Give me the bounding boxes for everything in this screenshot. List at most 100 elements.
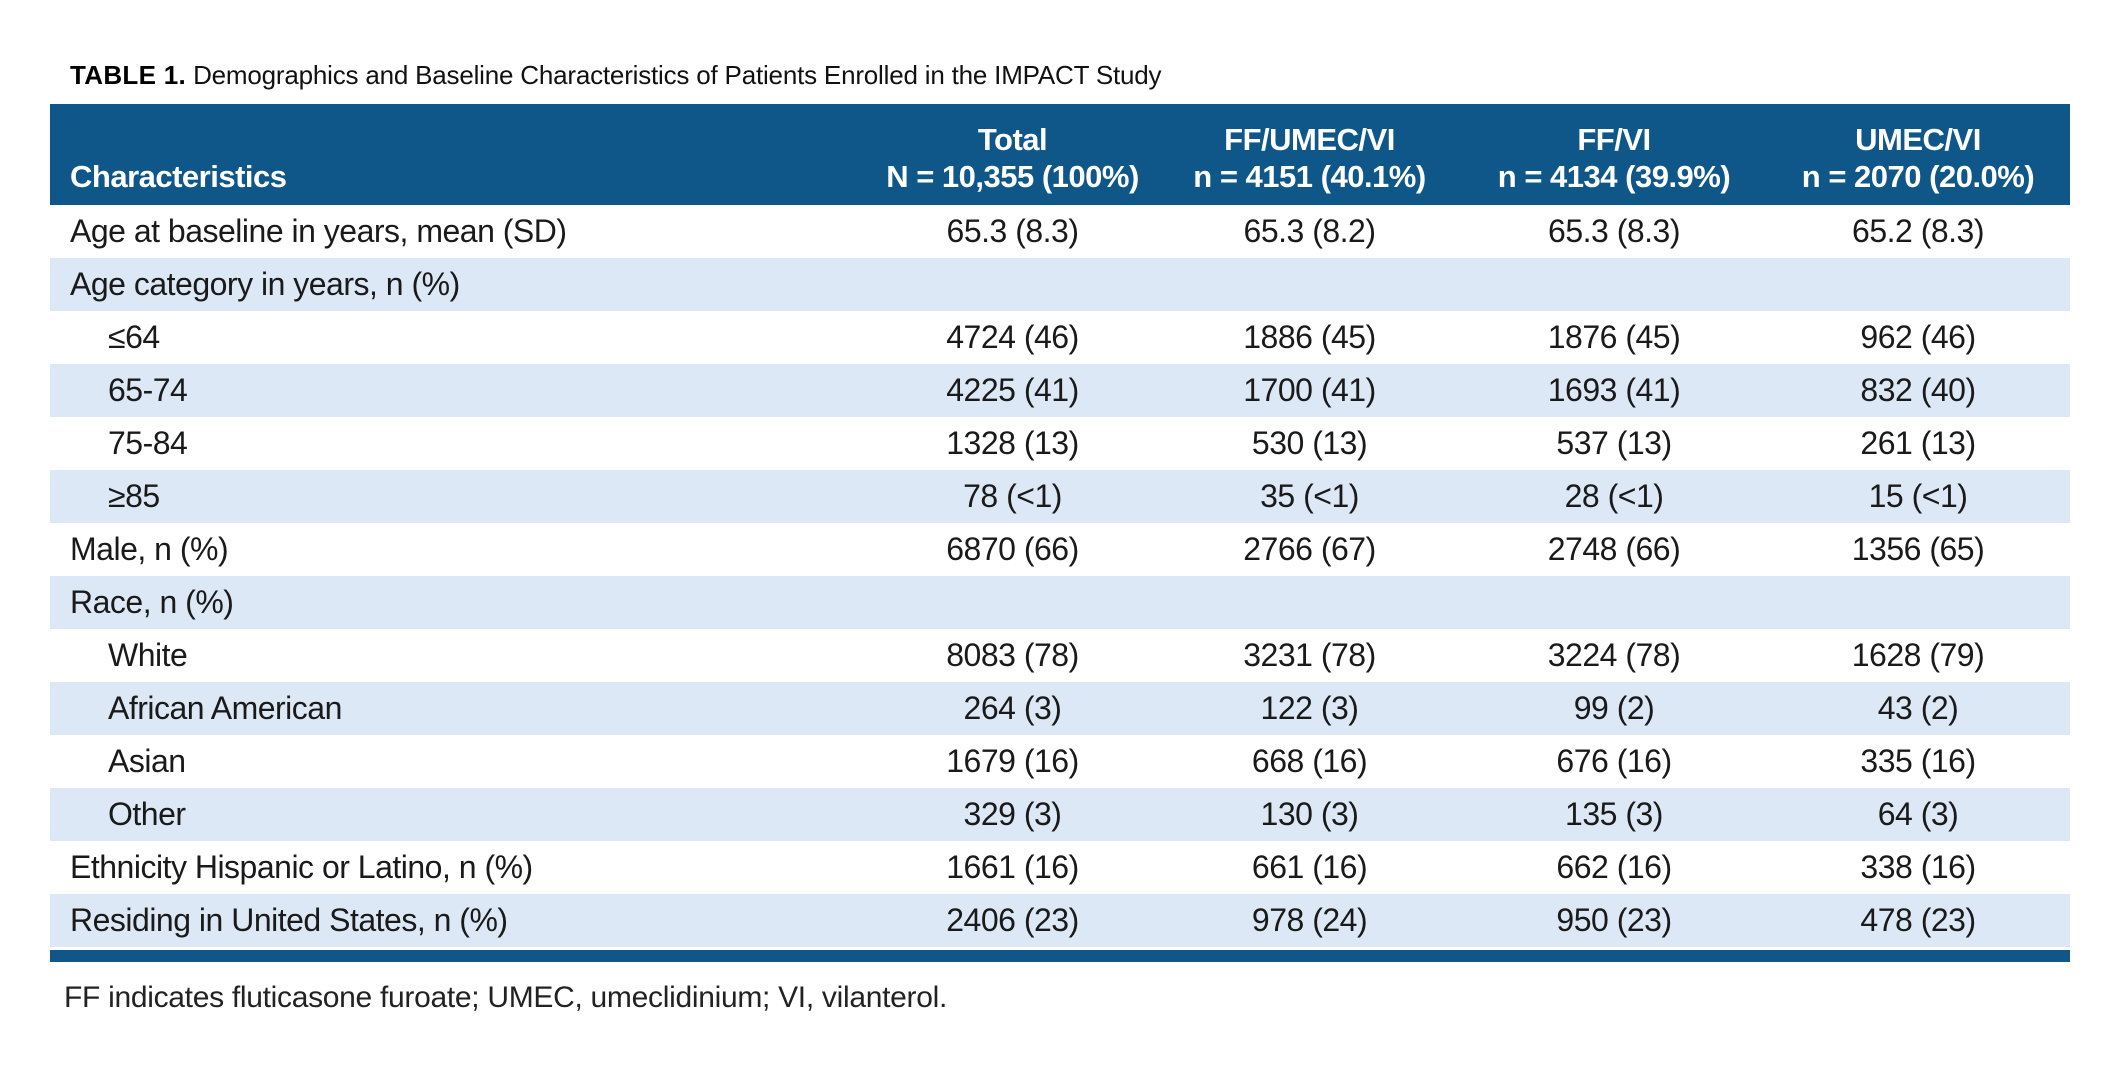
cell-ff-vi: 1876 (45): [1547, 319, 1681, 355]
row-label: Other: [108, 796, 186, 832]
cell-total: 329 (3): [963, 796, 1062, 832]
table-number-label: TABLE 1.: [70, 60, 187, 90]
cell-umec-vi: 43 (2): [1877, 690, 1959, 726]
header-ff-vi-line1: FF/VI: [1577, 122, 1651, 157]
cell-ff-umec-vi: 35 (<1): [1260, 478, 1359, 514]
cell-umec-vi: 1356 (65): [1851, 531, 1985, 567]
cell-total: 4225 (41): [946, 372, 1079, 408]
cell-ff-vi: 135 (3): [1565, 796, 1663, 832]
cell-total: 2406 (23): [946, 902, 1079, 938]
cell-ff-vi: 950 (23): [1556, 902, 1672, 938]
table-row: Race, n (%): [50, 576, 2070, 629]
header-characteristics: Characteristics: [50, 104, 868, 205]
table-row: African American 264 (3) 122 (3) 99 (2) …: [50, 682, 2070, 735]
cell-total: 1661 (16): [946, 849, 1079, 885]
cell-ff-vi: 676 (16): [1556, 743, 1672, 779]
cell-ff-vi: 3224 (78): [1547, 637, 1681, 673]
table-title-text: Demographics and Baseline Characteristic…: [193, 60, 1162, 90]
cell-total: 1679 (16): [946, 743, 1079, 779]
row-label: White: [108, 637, 188, 673]
cell-ff-vi: 662 (16): [1556, 849, 1672, 885]
cell-ff-umec-vi: 2766 (67): [1243, 531, 1376, 567]
cell-umec-vi: 832 (40): [1860, 372, 1976, 408]
row-label: ≤64: [108, 319, 160, 355]
cell-ff-umec-vi: 1700 (41): [1243, 372, 1376, 408]
cell-ff-vi: 65.3 (8.3): [1548, 213, 1680, 249]
table-row: 75-84 1328 (13) 530 (13) 537 (13) 261 (1…: [50, 417, 2070, 470]
cell-ff-vi: [1462, 258, 1766, 311]
demographics-table: Characteristics Total N = 10,355 (100%) …: [50, 104, 2070, 962]
cell-total: 6870 (66): [946, 531, 1079, 567]
table-row: 65-74 4225 (41) 1700 (41) 1693 (41) 832 …: [50, 364, 2070, 417]
cell-ff-umec-vi: 668 (16): [1251, 743, 1368, 779]
cell-umec-vi: 335 (16): [1860, 743, 1976, 779]
cell-umec-vi: [1766, 576, 2070, 629]
cell-ff-umec-vi: 530 (13): [1251, 425, 1368, 461]
cell-ff-umec-vi: 3231 (78): [1243, 637, 1376, 673]
cell-umec-vi: 65.2 (8.3): [1852, 213, 1984, 249]
cell-ff-umec-vi: 978 (24): [1251, 902, 1368, 938]
table-row: Male, n (%) 6870 (66) 2766 (67) 2748 (66…: [50, 523, 2070, 576]
cell-ff-umec-vi: 122 (3): [1260, 690, 1359, 726]
header-ff-umec-vi-line1: FF/UMEC/VI: [1224, 122, 1395, 157]
cell-ff-umec-vi: [1157, 576, 1462, 629]
table-row: White 8083 (78) 3231 (78) 3224 (78) 1628…: [50, 629, 2070, 682]
table-row: Age at baseline in years, mean (SD) 65.3…: [50, 205, 2070, 258]
header-umec-vi: UMEC/VI n = 2070 (20.0%): [1766, 104, 2070, 205]
header-ff-vi-line2: n = 4134 (39.9%): [1497, 159, 1731, 194]
row-label: Age at baseline in years, mean (SD): [70, 213, 567, 249]
row-label: Age category in years, n (%): [70, 266, 460, 302]
cell-total: 78 (<1): [963, 478, 1062, 514]
footnote: FF indicates fluticasone furoate; UMEC, …: [64, 981, 947, 1014]
cell-ff-vi: 537 (13): [1556, 425, 1672, 461]
cell-total: 4724 (46): [946, 319, 1079, 355]
table-row: ≥85 78 (<1) 35 (<1) 28 (<1) 15 (<1): [50, 470, 2070, 523]
cell-umec-vi: 64 (3): [1877, 796, 1959, 832]
cell-umec-vi: 338 (16): [1860, 849, 1976, 885]
table-row: Asian 1679 (16) 668 (16) 676 (16) 335 (1…: [50, 735, 2070, 788]
cell-ff-umec-vi: 1886 (45): [1243, 319, 1376, 355]
row-label: ≥85: [108, 478, 160, 514]
row-label: Race, n (%): [70, 584, 234, 620]
cell-total: [868, 258, 1157, 311]
header-total-line1: Total: [977, 122, 1048, 157]
header-ff-vi: FF/VI n = 4134 (39.9%): [1462, 104, 1766, 205]
cell-ff-umec-vi: 661 (16): [1251, 849, 1368, 885]
header-total: Total N = 10,355 (100%): [868, 104, 1157, 205]
cell-umec-vi: 478 (23): [1860, 902, 1976, 938]
cell-ff-umec-vi: 130 (3): [1260, 796, 1359, 832]
row-label: 65-74: [108, 372, 188, 408]
cell-ff-vi: 99 (2): [1573, 690, 1655, 726]
header-ff-umec-vi-line2: n = 4151 (40.1%): [1193, 159, 1426, 194]
row-label: Male, n (%): [70, 531, 229, 567]
cell-umec-vi: 261 (13): [1860, 425, 1976, 461]
cell-total: 264 (3): [963, 690, 1062, 726]
cell-ff-vi: 28 (<1): [1564, 478, 1664, 514]
cell-umec-vi: [1766, 258, 2070, 311]
header-characteristics-label: Characteristics: [70, 159, 287, 194]
table-row: Ethnicity Hispanic or Latino, n (%) 1661…: [50, 841, 2070, 894]
table-header-row: Characteristics Total N = 10,355 (100%) …: [50, 104, 2070, 205]
row-label: Residing in United States, n (%): [70, 902, 508, 938]
cell-total: 65.3 (8.3): [946, 213, 1079, 249]
cell-ff-vi: 1693 (41): [1547, 372, 1681, 408]
row-label: Ethnicity Hispanic or Latino, n (%): [70, 849, 533, 885]
table-bottom-bar: [50, 950, 2070, 962]
header-umec-vi-line2: n = 2070 (20.0%): [1801, 159, 2035, 194]
cell-umec-vi: 15 (<1): [1868, 478, 1968, 514]
table-row: Age category in years, n (%): [50, 258, 2070, 311]
header-ff-umec-vi: FF/UMEC/VI n = 4151 (40.1%): [1157, 104, 1462, 205]
table-row: Residing in United States, n (%) 2406 (2…: [50, 894, 2070, 947]
table-row: ≤64 4724 (46) 1886 (45) 1876 (45) 962 (4…: [50, 311, 2070, 364]
row-label: Asian: [108, 743, 186, 779]
cell-total: 1328 (13): [946, 425, 1079, 461]
cell-total: [868, 576, 1157, 629]
table-title: TABLE 1. Demographics and Baseline Chara…: [70, 60, 1162, 91]
cell-ff-vi: [1462, 576, 1766, 629]
cell-ff-umec-vi: [1157, 258, 1462, 311]
table-row: Other 329 (3) 130 (3) 135 (3) 64 (3): [50, 788, 2070, 841]
header-umec-vi-line1: UMEC/VI: [1855, 122, 1981, 157]
row-label: 75-84: [108, 425, 188, 461]
cell-umec-vi: 1628 (79): [1851, 637, 1985, 673]
row-label: African American: [108, 690, 342, 726]
